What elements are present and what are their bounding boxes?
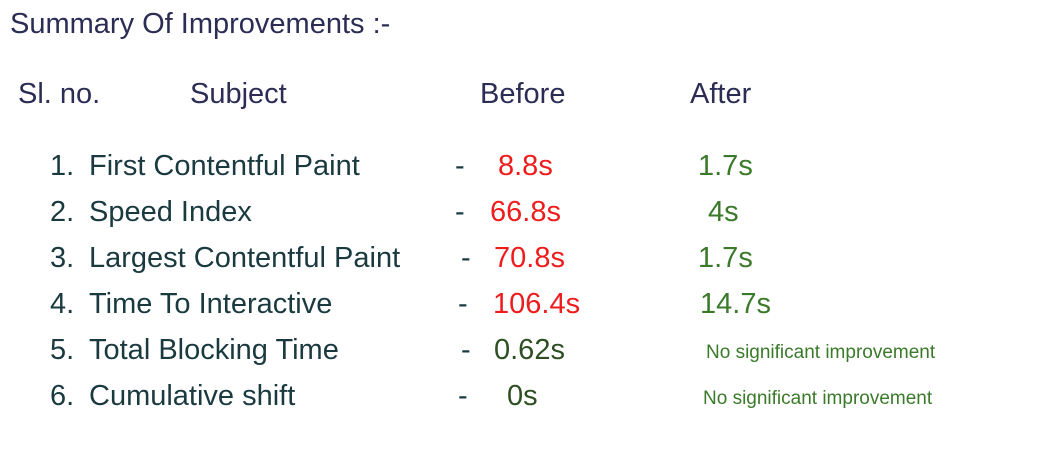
row-subject: Time To Interactive xyxy=(89,288,333,320)
row-number: 2. xyxy=(50,196,75,228)
row-after-value: 14.7s xyxy=(700,288,771,320)
row-before-value: 70.8s xyxy=(494,242,565,274)
header-after: After xyxy=(690,78,752,110)
row-dash: - xyxy=(458,288,468,320)
row-dash: - xyxy=(455,196,465,228)
row-subject: Cumulative shift xyxy=(89,380,296,412)
row-after-value: 1.7s xyxy=(698,242,753,274)
row-before-value: 66.8s xyxy=(490,196,561,228)
row-before-value: 106.4s xyxy=(493,288,581,320)
row-dash: - xyxy=(458,380,468,412)
row-before-value: 8.8s xyxy=(498,150,553,182)
row-after-value: 4s xyxy=(708,196,739,228)
row-number: 5. xyxy=(50,334,75,366)
row-dash: - xyxy=(461,242,471,274)
row-number: 1. xyxy=(50,150,75,182)
row-after-value: No significant improvement xyxy=(703,388,933,409)
row-after-value: No significant improvement xyxy=(706,342,936,363)
row-after-value: 1.7s xyxy=(698,150,753,182)
row-subject: Total Blocking Time xyxy=(89,334,339,366)
row-number: 4. xyxy=(50,288,75,320)
row-dash: - xyxy=(461,334,471,366)
row-before-value: 0s xyxy=(507,380,538,412)
row-dash: - xyxy=(455,150,465,182)
row-subject: Speed Index xyxy=(89,196,252,228)
row-number: 6. xyxy=(50,380,75,412)
row-before-value: 0.62s xyxy=(494,334,565,366)
row-number: 3. xyxy=(50,242,75,274)
row-subject: First Contentful Paint xyxy=(89,150,360,182)
header-subject: Subject xyxy=(190,78,287,110)
header-before: Before xyxy=(480,78,566,110)
row-subject: Largest Contentful Paint xyxy=(89,242,401,274)
page-title: Summary Of Improvements :- xyxy=(10,8,391,40)
header-sl-no: Sl. no. xyxy=(18,78,101,110)
